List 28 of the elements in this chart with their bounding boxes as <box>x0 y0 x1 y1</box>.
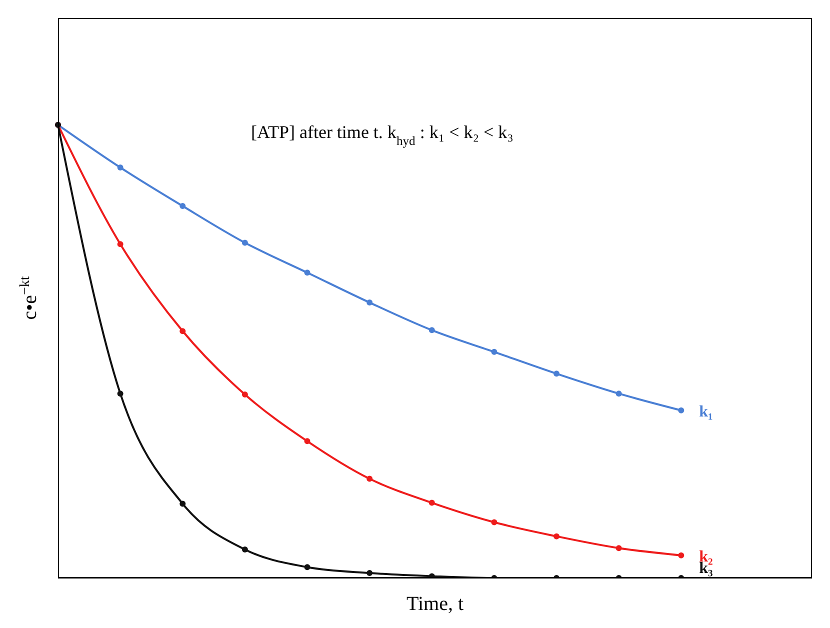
point <box>554 370 560 377</box>
point <box>117 241 124 248</box>
x-axis-title: Time, t <box>406 593 464 615</box>
point <box>304 438 310 444</box>
point <box>180 500 186 507</box>
point <box>678 552 684 558</box>
point <box>117 390 124 397</box>
point <box>242 392 248 398</box>
point <box>678 407 684 414</box>
point <box>304 564 310 570</box>
point <box>242 240 248 246</box>
point <box>616 545 622 552</box>
point <box>491 348 498 355</box>
point <box>428 327 435 334</box>
point <box>428 500 435 506</box>
point <box>117 164 124 171</box>
series-label: k₁ <box>699 403 714 420</box>
point <box>242 546 248 552</box>
point <box>554 533 560 540</box>
point <box>366 570 373 576</box>
point <box>491 519 498 526</box>
chart-title: [ATP] after time t. k$_{hyd}$: k₁ < k₂ < k₃ <box>250 122 514 148</box>
point <box>180 328 186 334</box>
point <box>180 203 186 210</box>
point <box>304 270 310 276</box>
point <box>366 476 373 482</box>
point <box>366 300 373 306</box>
point <box>616 390 622 397</box>
